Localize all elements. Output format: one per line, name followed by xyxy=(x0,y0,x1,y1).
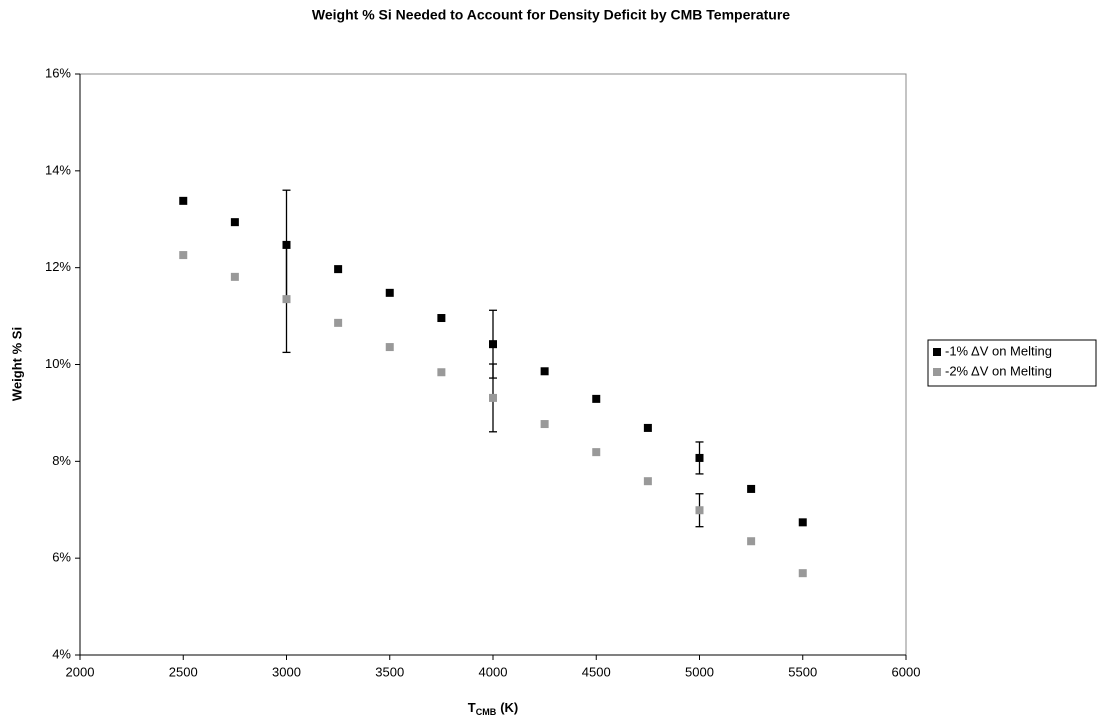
point xyxy=(747,484,756,493)
point xyxy=(643,423,652,432)
point xyxy=(437,314,446,323)
point xyxy=(437,368,446,377)
y-tick-label: 6% xyxy=(52,550,71,565)
y-tick-label: 8% xyxy=(52,453,71,468)
x-tick-label: 5500 xyxy=(788,664,817,679)
point xyxy=(179,251,188,260)
legend-label: -1% ΔV on Melting xyxy=(945,343,1052,358)
point xyxy=(489,340,497,349)
point xyxy=(385,343,394,352)
y-tick-label: 16% xyxy=(45,65,71,80)
point xyxy=(179,196,188,205)
point xyxy=(230,218,239,227)
x-tick-label: 4000 xyxy=(479,664,508,679)
point xyxy=(592,448,601,457)
chart-title: Weight % Si Needed to Account for Densit… xyxy=(312,7,790,23)
x-axis-title-main: T xyxy=(468,700,476,715)
point xyxy=(540,420,549,429)
point xyxy=(695,453,704,462)
legend-swatch xyxy=(933,368,941,376)
point xyxy=(385,288,394,297)
y-tick-label: 14% xyxy=(45,162,71,177)
point xyxy=(540,367,549,376)
x-axis-title: TCMB (K) xyxy=(468,700,519,717)
point xyxy=(334,265,343,274)
point xyxy=(747,537,756,546)
point xyxy=(334,318,343,327)
x-tick-label: 3500 xyxy=(375,664,404,679)
legend-swatch xyxy=(933,348,941,356)
x-axis-title-sub: CMB xyxy=(476,707,497,717)
point xyxy=(489,393,497,402)
point xyxy=(592,394,601,403)
y-tick-label: 10% xyxy=(45,356,71,371)
x-tick-label: 2500 xyxy=(169,664,198,679)
x-axis-title-unit: (K) xyxy=(500,700,518,715)
x-tick-label: 5000 xyxy=(685,664,714,679)
point xyxy=(282,240,291,249)
point xyxy=(798,518,807,527)
legend-label: -2% ΔV on Melting xyxy=(945,363,1052,378)
y-axis-title: Weight % Si xyxy=(9,327,24,401)
y-tick-label: 12% xyxy=(45,259,71,274)
y-tick-label: 4% xyxy=(52,646,71,661)
x-tick-label: 4500 xyxy=(582,664,611,679)
x-tick-label: 3000 xyxy=(272,664,301,679)
point xyxy=(230,272,239,281)
legend-box xyxy=(927,339,1097,387)
point xyxy=(643,477,652,486)
point xyxy=(695,506,704,515)
x-tick-label: 6000 xyxy=(892,664,921,679)
point xyxy=(798,569,807,578)
x-tick-label: 2000 xyxy=(66,664,95,679)
point xyxy=(282,295,291,304)
